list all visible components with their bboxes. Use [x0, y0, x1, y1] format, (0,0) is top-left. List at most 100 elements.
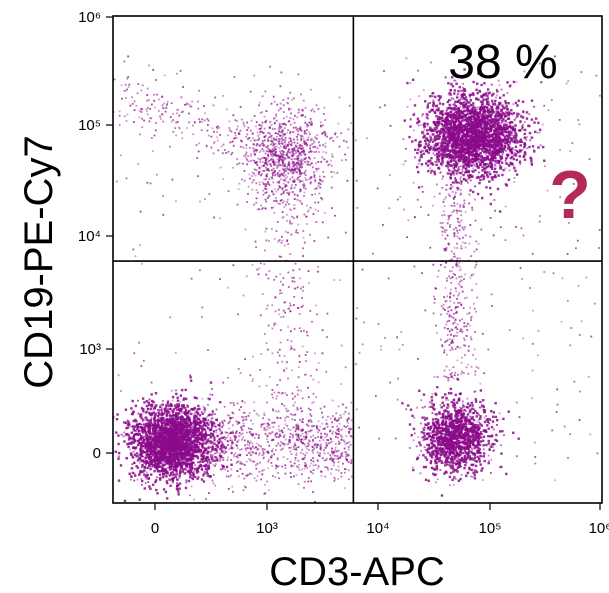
- event-point: [253, 115, 256, 117]
- event-point: [143, 401, 146, 404]
- event-point: [251, 175, 253, 177]
- event-point: [117, 451, 121, 455]
- event-point: [156, 425, 159, 428]
- event-point: [454, 460, 457, 462]
- event-point: [225, 152, 228, 154]
- event-point: [282, 168, 284, 170]
- event-point: [158, 436, 162, 439]
- event-point: [169, 435, 172, 438]
- event-point: [285, 167, 288, 170]
- event-point: [194, 443, 197, 445]
- event-point: [192, 474, 195, 478]
- event-point: [280, 154, 283, 157]
- event-point: [165, 461, 169, 465]
- event-point: [153, 420, 156, 424]
- event-point: [258, 183, 261, 186]
- event-point: [163, 434, 165, 436]
- event-point: [157, 441, 160, 444]
- event-point: [286, 201, 289, 203]
- event-point: [136, 443, 140, 447]
- event-point: [319, 183, 322, 186]
- event-point: [280, 131, 283, 134]
- event-point: [435, 473, 438, 475]
- event-point: [188, 437, 192, 441]
- event-point: [191, 466, 194, 469]
- event-point: [177, 493, 180, 496]
- event-point: [209, 450, 212, 453]
- event-point: [498, 466, 501, 469]
- event-point: [288, 193, 290, 196]
- event-point: [355, 179, 358, 182]
- event-point: [298, 169, 301, 171]
- event-point: [444, 421, 447, 423]
- event-point: [176, 396, 179, 399]
- event-point: [469, 458, 472, 461]
- event-point: [475, 438, 478, 441]
- event-point: [143, 473, 146, 476]
- event-point: [434, 458, 437, 461]
- event-point: [296, 194, 299, 196]
- event-point: [322, 131, 324, 134]
- event-point: [147, 429, 150, 433]
- event-point: [473, 456, 477, 460]
- event-point: [257, 157, 260, 160]
- event-point: [450, 425, 453, 428]
- event-point: [171, 435, 174, 438]
- event-point: [440, 494, 444, 497]
- event-point: [159, 453, 162, 457]
- event-point: [166, 497, 169, 500]
- event-point: [170, 429, 173, 432]
- event-point: [260, 173, 263, 175]
- event-point: [458, 435, 462, 438]
- event-point: [183, 451, 186, 454]
- event-point: [451, 460, 453, 463]
- event-point: [138, 473, 141, 476]
- event-point: [143, 430, 146, 433]
- event-point: [184, 472, 187, 474]
- event-point: [185, 459, 188, 463]
- event-point: [289, 152, 291, 154]
- event-point: [194, 455, 197, 458]
- event-point: [456, 439, 459, 442]
- event-point: [197, 435, 199, 438]
- event-point: [174, 425, 178, 429]
- event-point: [172, 456, 176, 459]
- event-point: [260, 124, 263, 127]
- event-point: [464, 432, 467, 435]
- event-point: [281, 188, 284, 191]
- event-point: [435, 393, 438, 397]
- event-point: [253, 168, 256, 171]
- event-point: [494, 415, 498, 419]
- event-point: [284, 136, 287, 139]
- event-point: [434, 455, 438, 458]
- event-point: [149, 467, 152, 471]
- event-point: [290, 184, 293, 186]
- event-point: [137, 432, 139, 435]
- event-point: [491, 420, 495, 423]
- event-point: [487, 439, 490, 443]
- event-point: [171, 478, 175, 481]
- event-point: [129, 425, 132, 428]
- event-point: [166, 455, 169, 458]
- event-point: [291, 172, 294, 175]
- event-point: [472, 439, 475, 442]
- event-point: [260, 174, 262, 177]
- event-point: [182, 435, 185, 438]
- event-point: [446, 446, 449, 449]
- event-point: [258, 104, 260, 107]
- event-point: [284, 168, 286, 171]
- event-point: [291, 141, 293, 144]
- event-point: [159, 431, 162, 434]
- event-point: [514, 154, 518, 157]
- event-point: [269, 126, 271, 129]
- event-point: [273, 200, 275, 202]
- event-point: [168, 439, 170, 442]
- event-point: [168, 418, 170, 421]
- event-point: [151, 453, 154, 457]
- event-point: [470, 440, 473, 442]
- event-point: [258, 166, 261, 169]
- event-point: [468, 435, 471, 438]
- event-point: [188, 444, 191, 447]
- event-point: [180, 445, 183, 447]
- event-point: [298, 147, 301, 149]
